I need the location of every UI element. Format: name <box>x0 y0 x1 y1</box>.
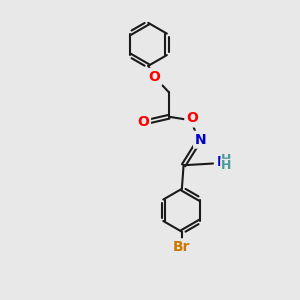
Text: Br: Br <box>173 240 190 254</box>
Text: O: O <box>186 112 198 125</box>
Text: O: O <box>148 70 160 84</box>
Text: O: O <box>137 115 149 129</box>
Text: H: H <box>221 159 231 172</box>
Text: N: N <box>195 133 207 147</box>
Text: N: N <box>217 155 229 169</box>
Text: H: H <box>221 152 231 166</box>
